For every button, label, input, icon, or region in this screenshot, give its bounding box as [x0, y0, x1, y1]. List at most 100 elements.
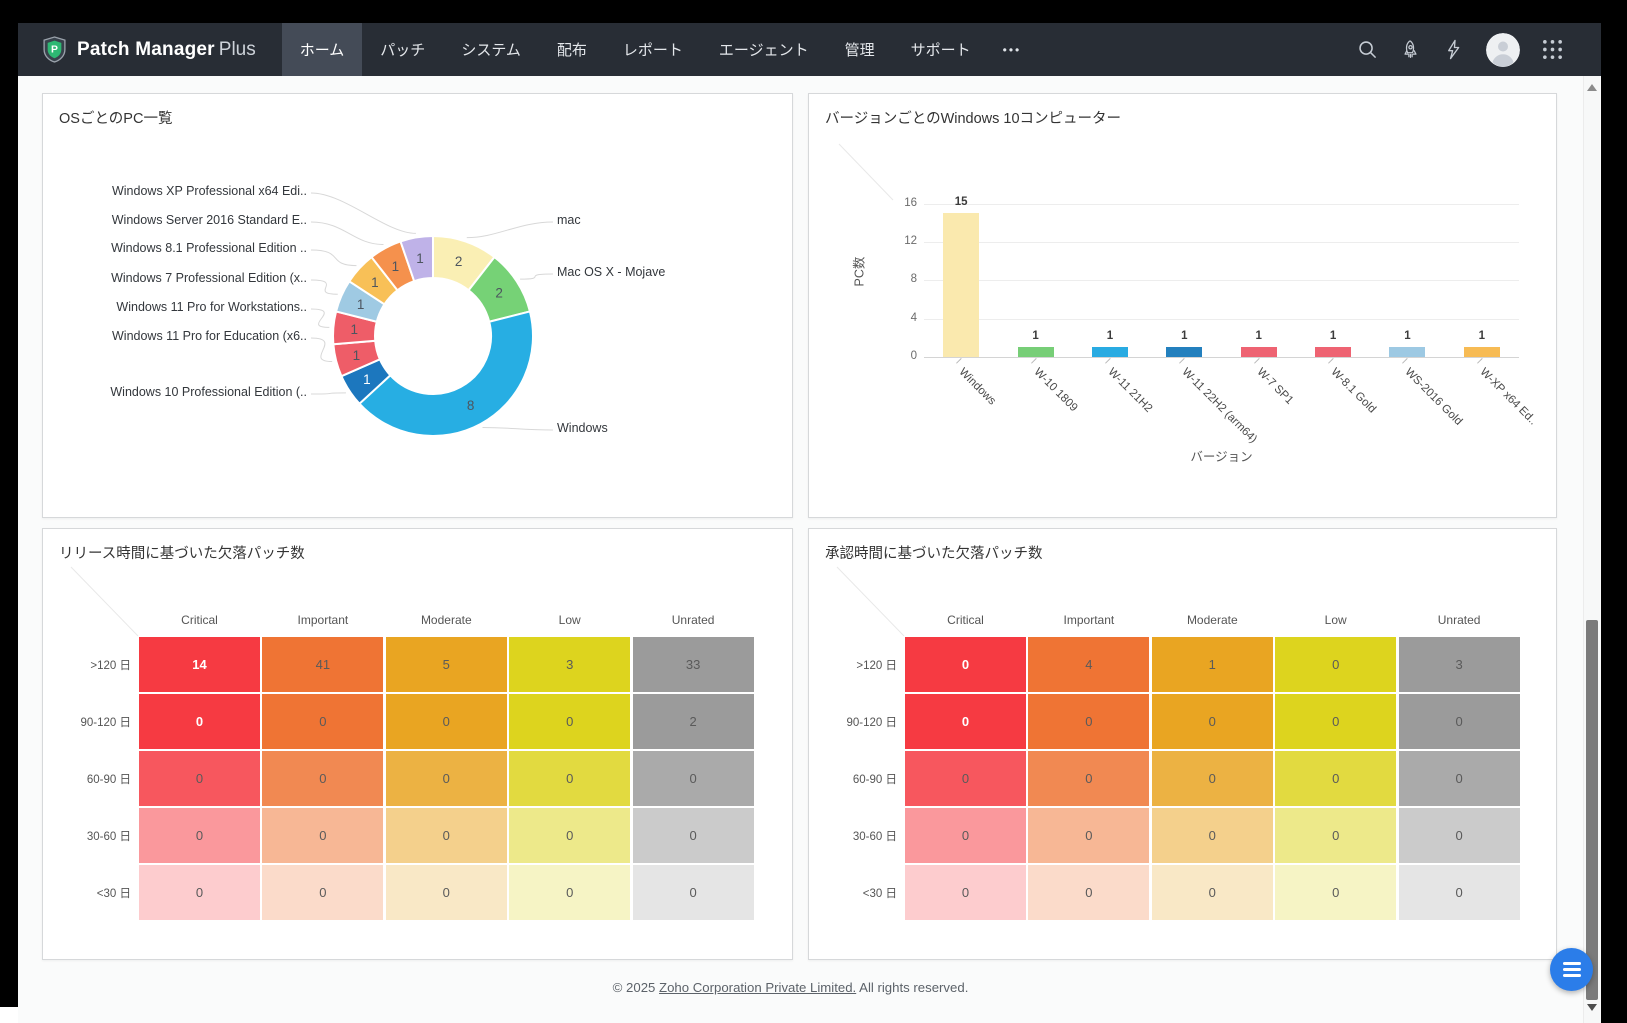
- search-icon[interactable]: [1357, 39, 1378, 60]
- nav-item-3[interactable]: 配布: [556, 42, 587, 59]
- panel-title: 承認時間に基づいた欠落パッチ数: [825, 546, 1043, 562]
- app-logo[interactable]: P Patch Manager Plus: [18, 23, 282, 76]
- nav-item-5[interactable]: エージェント: [718, 42, 809, 59]
- decor-line: [836, 566, 905, 637]
- zoho-link[interactable]: Zoho Corporation Private Limited.: [659, 980, 857, 995]
- scroll-down-arrow[interactable]: [1587, 1004, 1597, 1011]
- heat-row-label: <30 日: [862, 887, 897, 900]
- heat-cell-r2-c3[interactable]: 0: [509, 751, 631, 806]
- avatar[interactable]: [1486, 32, 1520, 67]
- slice-value-label: 1: [392, 259, 400, 274]
- nav-item-7[interactable]: サポート: [910, 42, 971, 59]
- heat-cell-r4-c3[interactable]: 0: [1275, 865, 1397, 920]
- brand-name: Patch Manager Plus: [77, 39, 256, 61]
- heat-cell-r4-c0[interactable]: 0: [139, 865, 260, 920]
- heat-row-label: 60-90 日: [86, 773, 131, 786]
- heat-cell-r4-c2[interactable]: 0: [1151, 865, 1273, 920]
- heat-cell-r1-c3[interactable]: 0: [1275, 694, 1397, 749]
- heat-cell-r2-c2[interactable]: 0: [1151, 751, 1273, 806]
- heat-cell-r3-c2[interactable]: 0: [385, 808, 507, 863]
- heat-cell-r1-c0[interactable]: 0: [139, 694, 260, 749]
- heat-cell-r3-c3[interactable]: 0: [1275, 808, 1397, 863]
- nav-item-0[interactable]: ホーム: [281, 23, 363, 76]
- bar-5[interactable]: [1315, 347, 1352, 357]
- heat-cell-r0-c2[interactable]: 5: [385, 637, 507, 692]
- scrollbar-thumb[interactable]: [1586, 620, 1598, 1000]
- bar-value-label: 1: [1032, 330, 1039, 343]
- heat-cell-r2-c1[interactable]: 0: [262, 751, 384, 806]
- heat-column-header: Moderate: [1186, 613, 1238, 627]
- heat-cell-r2-c3[interactable]: 0: [1275, 751, 1397, 806]
- lightning-icon[interactable]: [1443, 39, 1464, 60]
- heat-cell-r0-c4[interactable]: 33: [632, 637, 754, 692]
- x-category-label: W-8.1 Gold: [1328, 366, 1379, 416]
- panel-missing-patches-by-release-time: リリース時間に基づいた欠落パッチ数 Critical Important Moder…: [42, 528, 793, 960]
- heat-cell-r3-c1[interactable]: 0: [262, 808, 384, 863]
- bar-7[interactable]: [1463, 347, 1500, 357]
- nav-item-2[interactable]: システム: [461, 42, 521, 59]
- heat-cell-r3-c3[interactable]: 0: [509, 808, 631, 863]
- heat-cell-r4-c4[interactable]: 0: [1398, 865, 1520, 920]
- panel-title: リリース時間に基づいた欠落パッチ数: [59, 546, 305, 562]
- heat-cell-r0-c2[interactable]: 1: [1151, 637, 1273, 692]
- heat-cell-r0-c3[interactable]: 3: [509, 637, 631, 692]
- apps-grid-icon[interactable]: [1542, 39, 1563, 60]
- heat-cell-r4-c0[interactable]: 0: [905, 865, 1026, 920]
- heat-cell-r0-c4[interactable]: 3: [1398, 637, 1520, 692]
- heat-cell-r3-c4[interactable]: 0: [1398, 808, 1520, 863]
- heat-cell-r4-c2[interactable]: 0: [385, 865, 507, 920]
- top-navbar: P Patch Manager Plus ホーム パッチ システム 配布 レポート エージェ…: [18, 23, 1601, 76]
- heat-cell-r0-c1[interactable]: 41: [262, 637, 384, 692]
- heat-cell-r1-c2[interactable]: 0: [385, 694, 507, 749]
- nav-item-6[interactable]: 管理: [844, 42, 875, 59]
- heat-cell-r2-c4[interactable]: 0: [632, 751, 754, 806]
- slice-value-label: 1: [353, 348, 361, 363]
- leader-line: [310, 392, 346, 395]
- heat-cell-r3-c4[interactable]: 0: [632, 808, 754, 863]
- heat-cell-r1-c3[interactable]: 0: [509, 694, 631, 749]
- donut-slice-9[interactable]: [399, 234, 434, 283]
- nav-item-4[interactable]: レポート: [622, 42, 683, 59]
- bar-1[interactable]: [1017, 347, 1054, 357]
- heat-cell-r1-c1[interactable]: 0: [262, 694, 384, 749]
- heat-cell-r0-c3[interactable]: 0: [1275, 637, 1397, 692]
- heat-cell-r3-c1[interactable]: 0: [1028, 808, 1150, 863]
- heat-cell-r2-c0[interactable]: 0: [139, 751, 260, 806]
- heat-cell-r4-c3[interactable]: 0: [509, 865, 631, 920]
- heat-cell-r1-c0[interactable]: 0: [905, 694, 1026, 749]
- scroll-up-arrow[interactable]: [1587, 84, 1597, 91]
- nav-item-1[interactable]: パッチ: [380, 42, 426, 59]
- bar-3[interactable]: [1166, 347, 1203, 357]
- slice-value-label: 1: [357, 297, 365, 312]
- bar-2[interactable]: [1091, 347, 1128, 357]
- leader-line: [310, 279, 338, 295]
- bar-4[interactable]: [1240, 347, 1277, 357]
- bar-value-label: 1: [1404, 330, 1411, 343]
- heat-cell-r2-c2[interactable]: 0: [385, 751, 507, 806]
- heat-column-header: Moderate: [420, 613, 472, 627]
- heat-cell-r1-c4[interactable]: 2: [632, 694, 754, 749]
- floating-menu-button[interactable]: [1550, 948, 1593, 991]
- heat-cell-r3-c2[interactable]: 0: [1151, 808, 1273, 863]
- heat-cell-r1-c4[interactable]: 0: [1398, 694, 1520, 749]
- heat-cell-r0-c0[interactable]: 0: [905, 637, 1026, 692]
- heat-cell-r2-c0[interactable]: 0: [905, 751, 1026, 806]
- bar-0[interactable]: [943, 213, 980, 357]
- rocket-icon[interactable]: [1400, 39, 1421, 60]
- bar-6[interactable]: [1389, 347, 1426, 357]
- heat-cell-r4-c4[interactable]: 0: [632, 865, 754, 920]
- heat-cell-r4-c1[interactable]: 0: [1028, 865, 1150, 920]
- heat-cell-r2-c4[interactable]: 0: [1398, 751, 1520, 806]
- heat-cell-r3-c0[interactable]: 0: [905, 808, 1026, 863]
- heat-cell-r4-c1[interactable]: 0: [262, 865, 384, 920]
- heat-cell-r2-c1[interactable]: 0: [1028, 751, 1150, 806]
- nav-item-8[interactable]: •••: [1002, 42, 1022, 57]
- heat-cell-r1-c1[interactable]: 0: [1028, 694, 1150, 749]
- heat-cell-r1-c2[interactable]: 0: [1151, 694, 1273, 749]
- donut-slice-2[interactable]: [358, 310, 534, 437]
- bar-value-label: 1: [1181, 330, 1188, 343]
- heat-cell-r3-c0[interactable]: 0: [139, 808, 260, 863]
- heat-cell-r0-c1[interactable]: 4: [1028, 637, 1150, 692]
- y-axis-title: PC数: [852, 256, 867, 287]
- heat-cell-r0-c0[interactable]: 14: [139, 637, 260, 692]
